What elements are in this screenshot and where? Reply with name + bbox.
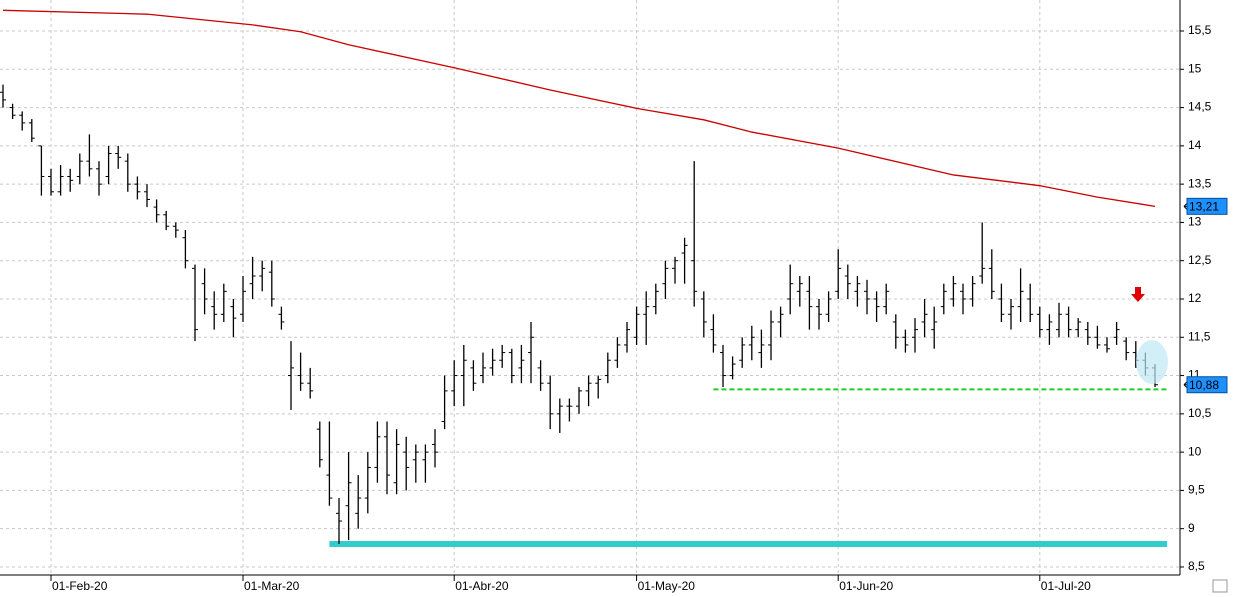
y-tick-label: 13 <box>1188 215 1202 229</box>
y-tick-label: 13,5 <box>1188 176 1212 190</box>
y-tick-label: 12 <box>1188 291 1202 305</box>
x-tick-label: 01-May-20 <box>638 579 696 593</box>
y-tick-label: 15,5 <box>1188 23 1212 37</box>
y-tick-label: 14 <box>1188 138 1202 152</box>
price-label: 10,88 <box>1189 378 1219 392</box>
moving-average <box>2 9 1156 207</box>
x-tick-label: 01-Abr-20 <box>455 579 509 593</box>
y-tick-label: 10 <box>1188 444 1202 458</box>
x-tick-label: 01-Jul-20 <box>1041 579 1091 593</box>
price-label: 13,21 <box>1189 200 1219 214</box>
y-tick-label: 14,5 <box>1188 100 1212 114</box>
y-tick-label: 15 <box>1188 61 1202 75</box>
price-label-box <box>1186 376 1228 394</box>
y-tick-label: 9 <box>1188 521 1195 535</box>
y-tick-label: 11,5 <box>1188 329 1211 343</box>
y-tick-label: 10,5 <box>1188 406 1212 420</box>
x-tick-label: 01-Mar-20 <box>244 579 300 593</box>
highlight-ellipse <box>1136 340 1168 384</box>
price-label-box <box>1186 197 1228 215</box>
grid-layer <box>0 0 1180 575</box>
y-tick-label: 12,5 <box>1188 253 1212 267</box>
plot-layer <box>0 9 1167 547</box>
down-arrow <box>1131 287 1145 302</box>
x-tick-label: 01-Feb-20 <box>52 579 108 593</box>
axis-layer: 8,599,51010,51111,51212,51313,51414,5151… <box>50 23 1228 593</box>
x-tick-label: 01-Jun-20 <box>839 579 893 593</box>
y-tick-label: 9,5 <box>1188 483 1205 497</box>
y-tick-label: 8,5 <box>1188 559 1205 573</box>
corner-icon[interactable] <box>1212 579 1228 593</box>
